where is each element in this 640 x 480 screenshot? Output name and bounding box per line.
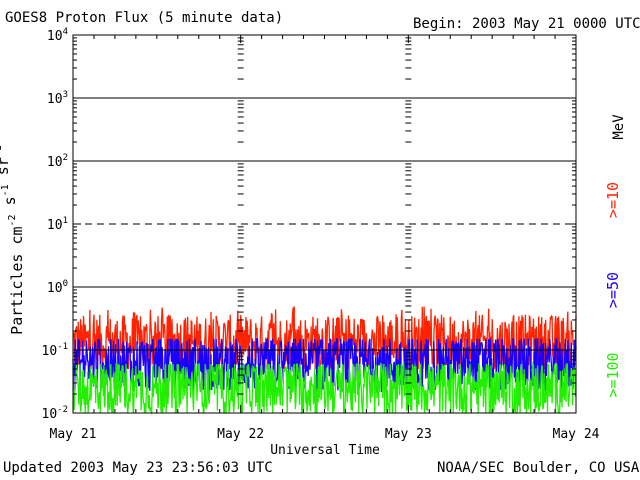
y-tick-label: 100 [47,279,68,296]
y-tick-label: 101 [47,216,68,233]
y-tick-label: 104 [47,27,68,44]
legend-label-ge10: >=10 [604,182,622,218]
y-tick-label: 103 [47,90,68,107]
y-tick-label: 10-2 [42,405,69,422]
updated-timestamp: Updated 2003 May 23 23:56:03 UTC [3,460,273,476]
x-axis-label: Universal Time [270,443,380,458]
y-axis-label: Particles cm-2 s-1 sr-1 [0,145,26,335]
y-tick-label: 10-1 [42,342,69,359]
x-tick-label: May 21 [50,427,97,442]
x-tick-label: May 22 [217,427,264,442]
x-tick-label: May 23 [385,427,432,442]
legend-label-ge100: >=100 [604,352,622,397]
x-tick-label: May 24 [553,427,600,442]
legend-label-ge50: >=50 [604,272,622,308]
chart-title: GOES8 Proton Flux (5 minute data) [5,10,284,26]
legend-unit: MeV [611,114,627,140]
credit-text: NOAA/SEC Boulder, CO USA [437,460,640,476]
y-tick-label: 102 [47,153,68,170]
begin-date: Begin: 2003 May 21 0000 UTC [413,16,640,32]
